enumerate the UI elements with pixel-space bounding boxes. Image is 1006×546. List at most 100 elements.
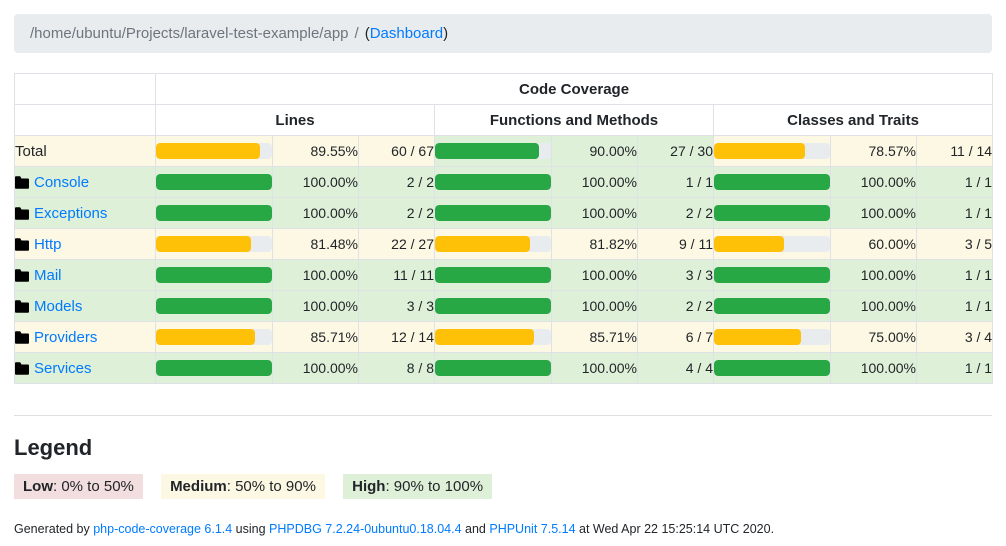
classes-progress-track bbox=[714, 360, 830, 376]
methods-ratio-cell: 3 / 3 bbox=[637, 259, 714, 291]
lines-ratio-cell: 2 / 2 bbox=[358, 197, 435, 229]
dashboard-link[interactable]: Dashboard bbox=[369, 25, 444, 42]
lines-ratio-cell: 2 / 2 bbox=[358, 166, 435, 198]
lines-bar-cell bbox=[155, 197, 273, 229]
lines-progress-bar bbox=[156, 360, 272, 376]
table-row: Exceptions 100.00% 2 / 2 100.00% 2 / 2 100.00… bbox=[14, 197, 994, 229]
classes-percent-cell: 100.00% bbox=[830, 259, 917, 291]
table-row: Models 100.00% 3 / 3 100.00% 2 / 2 100.00% 1 /… bbox=[14, 290, 994, 322]
methods-progress-track bbox=[435, 360, 551, 376]
header-functions-methods: Functions and Methods bbox=[434, 104, 714, 136]
lines-bar-cell bbox=[155, 259, 273, 291]
breadcrumb: /home/ubuntu/Projects/laravel-test-examp… bbox=[14, 14, 992, 53]
methods-progress-track bbox=[435, 329, 551, 345]
classes-bar-cell bbox=[713, 197, 831, 229]
classes-progress-bar bbox=[714, 236, 784, 252]
methods-percent-cell: 100.00% bbox=[551, 166, 638, 198]
classes-bar-cell bbox=[713, 228, 831, 260]
methods-progress-bar bbox=[435, 298, 551, 314]
item-label-cell: Http bbox=[14, 228, 156, 260]
lines-progress-track bbox=[156, 360, 272, 376]
methods-bar-cell bbox=[434, 290, 552, 322]
classes-progress-track bbox=[714, 267, 830, 283]
lines-bar-cell bbox=[155, 321, 273, 353]
lines-percent-cell: 89.55% bbox=[272, 135, 359, 167]
header-row-title: Code Coverage bbox=[14, 73, 994, 105]
table-row: Providers 85.71% 12 / 14 85.71% 6 / 7 75.00% 3… bbox=[14, 321, 994, 353]
lines-progress-track bbox=[156, 174, 272, 190]
methods-progress-bar bbox=[435, 236, 530, 252]
package-link[interactable]: Console bbox=[34, 173, 90, 191]
phpdbg-link[interactable]: PHPDBG 7.2.24-0ubuntu0.18.04.4 bbox=[269, 522, 462, 536]
lines-ratio-cell: 22 / 27 bbox=[358, 228, 435, 260]
methods-bar-cell bbox=[434, 352, 552, 384]
lines-progress-bar bbox=[156, 174, 272, 190]
classes-ratio-cell: 11 / 14 bbox=[915, 135, 994, 167]
methods-percent-cell: 100.00% bbox=[551, 197, 638, 229]
methods-ratio-cell: 1 / 1 bbox=[637, 166, 714, 198]
classes-progress-bar bbox=[714, 205, 830, 221]
phpunit-link[interactable]: PHPUnit 7.5.14 bbox=[489, 522, 576, 536]
folder-icon bbox=[15, 361, 29, 375]
lines-progress-track bbox=[156, 298, 272, 314]
legend-medium-range: : 50% to 90% bbox=[226, 478, 316, 495]
classes-bar-cell bbox=[713, 135, 831, 167]
classes-bar-cell bbox=[713, 290, 831, 322]
methods-progress-bar bbox=[435, 143, 540, 159]
folder-icon bbox=[15, 175, 29, 189]
legend-low: Low: 0% to 50% bbox=[14, 474, 143, 499]
classes-percent-cell: 75.00% bbox=[830, 321, 917, 353]
lines-progress-bar bbox=[156, 205, 272, 221]
legend-high-name: High bbox=[352, 478, 386, 495]
package-link[interactable]: Models bbox=[34, 297, 83, 315]
methods-ratio-cell: 6 / 7 bbox=[637, 321, 714, 353]
methods-percent-cell: 100.00% bbox=[551, 259, 638, 291]
package-link[interactable]: Mail bbox=[34, 266, 62, 284]
table-row: Http 81.48% 22 / 27 81.82% 9 / 11 60.00% 3 / 5 bbox=[14, 228, 994, 260]
classes-ratio-cell: 1 / 1 bbox=[915, 166, 994, 198]
header-row-groups: Lines Functions and Methods Classes and … bbox=[14, 104, 994, 136]
php-code-coverage-link[interactable]: php-code-coverage 6.1.4 bbox=[93, 522, 233, 536]
item-label-cell: Total bbox=[14, 135, 156, 167]
item-label-cell: Mail bbox=[14, 259, 156, 291]
lines-progress-bar bbox=[156, 236, 251, 252]
methods-ratio-cell: 9 / 11 bbox=[637, 228, 714, 260]
package-link[interactable]: Exceptions bbox=[34, 204, 108, 222]
footer-divider bbox=[14, 415, 992, 416]
lines-ratio-cell: 3 / 3 bbox=[358, 290, 435, 322]
methods-progress-track bbox=[435, 298, 551, 314]
paren-open: ( bbox=[364, 25, 370, 42]
legend-low-name: Low bbox=[23, 478, 53, 495]
methods-percent-cell: 100.00% bbox=[551, 352, 638, 384]
classes-ratio-cell: 3 / 4 bbox=[915, 321, 994, 353]
package-link[interactable]: Services bbox=[34, 359, 92, 377]
folder-icon bbox=[15, 330, 29, 344]
lines-progress-track bbox=[156, 267, 272, 283]
methods-progress-track bbox=[435, 267, 551, 283]
classes-progress-bar bbox=[714, 174, 830, 190]
legend-medium: Medium: 50% to 90% bbox=[161, 474, 325, 499]
lines-ratio-cell: 12 / 14 bbox=[358, 321, 435, 353]
lines-percent-cell: 100.00% bbox=[272, 197, 359, 229]
methods-progress-track bbox=[435, 143, 551, 159]
breadcrumb-separator: / bbox=[354, 25, 359, 42]
lines-progress-track bbox=[156, 236, 272, 252]
lines-ratio-cell: 60 / 67 bbox=[358, 135, 435, 167]
classes-percent-cell: 100.00% bbox=[830, 352, 917, 384]
package-link[interactable]: Http bbox=[34, 235, 62, 253]
generated-line: Generated by php-code-coverage 6.1.4 usi… bbox=[14, 522, 992, 536]
lines-progress-track bbox=[156, 205, 272, 221]
item-label-cell: Console bbox=[14, 166, 156, 198]
methods-ratio-cell: 4 / 4 bbox=[637, 352, 714, 384]
classes-progress-track bbox=[714, 143, 830, 159]
folder-icon bbox=[15, 299, 29, 313]
package-link[interactable]: Providers bbox=[34, 328, 98, 346]
report-footer: Legend Low: 0% to 50% Medium: 50% to 90%… bbox=[14, 415, 992, 536]
methods-progress-track bbox=[435, 236, 551, 252]
methods-percent-cell: 85.71% bbox=[551, 321, 638, 353]
lines-progress-bar bbox=[156, 267, 272, 283]
classes-ratio-cell: 3 / 5 bbox=[915, 228, 994, 260]
using-text: using bbox=[232, 522, 270, 536]
classes-ratio-cell: 1 / 1 bbox=[915, 259, 994, 291]
